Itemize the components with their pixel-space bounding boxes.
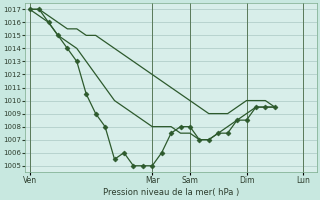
X-axis label: Pression niveau de la mer( hPa ): Pression niveau de la mer( hPa ) xyxy=(103,188,239,197)
